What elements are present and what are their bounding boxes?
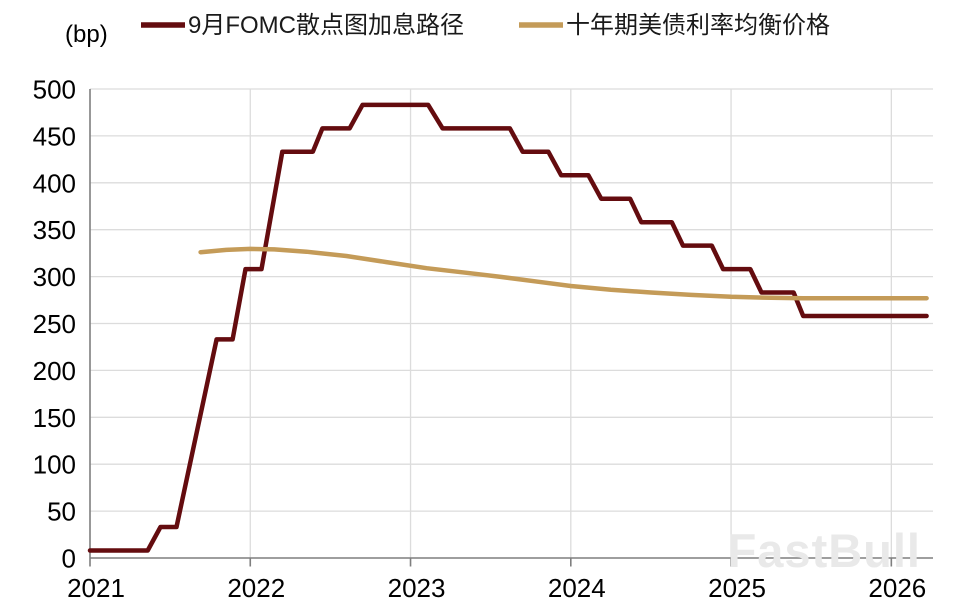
series-lines [87, 102, 929, 553]
y-tick-label: 300 [33, 262, 76, 292]
series-line-0 [87, 102, 929, 553]
y-tick-label: 100 [33, 450, 76, 480]
y-tick-label: 250 [33, 309, 76, 339]
legend-label-fomc-path: 9月FOMC散点图加息路径 [188, 12, 464, 39]
y-tick-label: 50 [47, 497, 76, 527]
x-tick-label: 2023 [388, 573, 446, 603]
y-tick-label: 350 [33, 215, 76, 245]
x-tick-label: 2026 [868, 573, 926, 603]
gridlines [90, 88, 933, 558]
y-axis-unit-label: (bp) [65, 21, 108, 48]
x-tick-label: 2022 [227, 573, 285, 603]
x-tick-label: 2021 [67, 573, 125, 603]
y-tick-label: 500 [33, 75, 76, 105]
watermark: FastBull [728, 524, 921, 577]
y-tick-label: 450 [33, 121, 76, 151]
y-tick-label: 150 [33, 403, 76, 433]
y-tick-label: 400 [33, 168, 76, 198]
y-tick-label: 0 [62, 544, 76, 574]
series-line-1 [198, 246, 929, 301]
axis-tick-labels: 0 50 100 150 200 250 300 350 400 450 500 2021 2022 20… [33, 75, 927, 604]
legend-label-treasury-equilibrium: 十年期美债利率均衡价格 [566, 12, 830, 39]
x-tick-label: 2024 [548, 573, 606, 603]
axes [89, 89, 933, 567]
legend: (bp) 9月FOMC散点图加息路径 十年期美债利率均衡价格 [65, 12, 830, 48]
y-tick-label: 200 [33, 356, 76, 386]
x-tick-label: 2025 [708, 573, 766, 603]
